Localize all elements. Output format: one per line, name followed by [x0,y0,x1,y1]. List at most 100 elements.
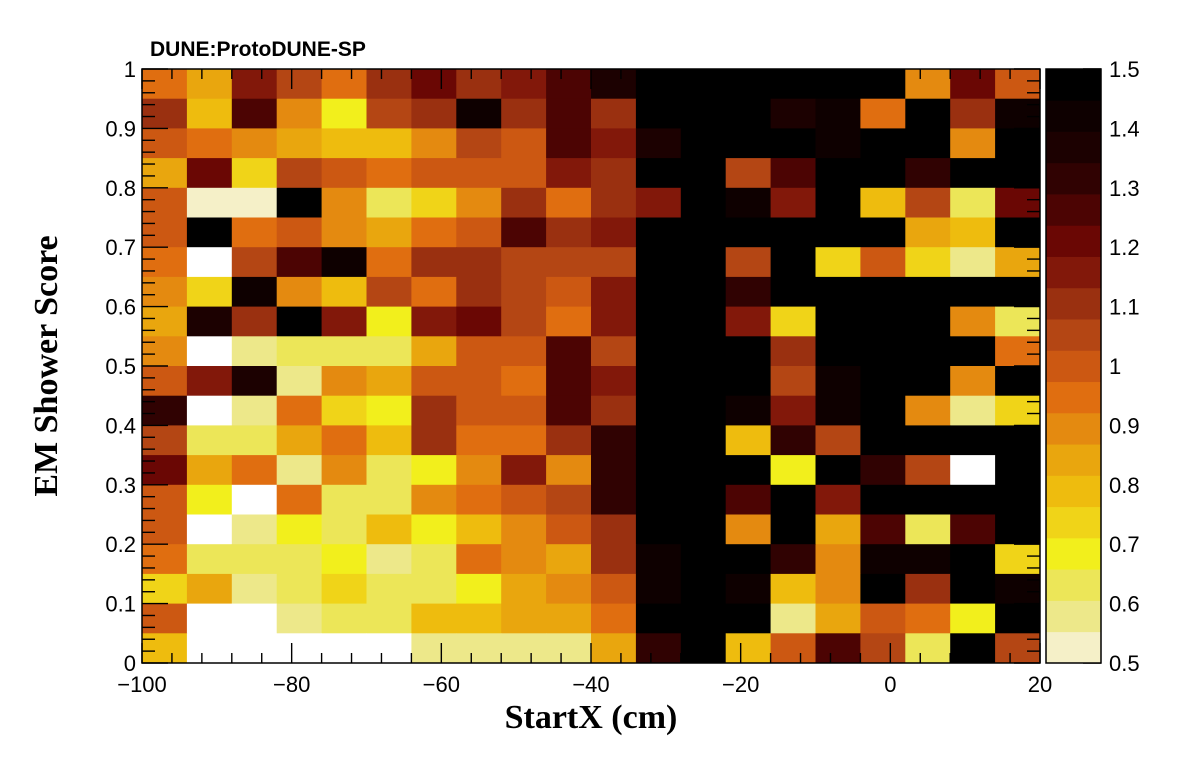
heatmap-cell [770,158,816,189]
heatmap-cell [456,573,502,604]
heatmap-cell [411,158,457,189]
heatmap-cell [456,276,502,307]
heatmap-cell [276,217,322,248]
heatmap-cell [725,425,771,456]
heatmap-cell [635,247,682,278]
heatmap-cell [276,336,322,367]
heatmap-cell [591,217,637,248]
heatmap-cell [321,603,367,634]
heatmap-cell [546,395,592,426]
heatmap-cell [456,484,502,515]
heatmap-cell [950,187,996,218]
heatmap-cell [860,544,906,575]
heatmap-cell [995,158,1041,189]
heatmap-cell [950,98,996,129]
y-tick-labels: 0 0.1 0.2 0.3 0.4 0.5 0.6 0.7 0.8 0.9 1 [105,57,136,676]
heatmap-cell [815,514,861,545]
heatmap-cell [770,217,816,248]
heatmap-cell [411,69,457,100]
heatmap-cell [411,425,457,456]
heatmap-cell [142,544,188,575]
heatmap-cell [231,366,278,397]
z-tick-labels: 0.5 0.6 0.7 0.8 0.9 1 1.1 1.2 1.3 1.4 1.5 [1109,57,1140,676]
heatmap-cell [231,306,278,337]
palette-swatch [1046,350,1101,383]
heatmap-cell [142,425,188,456]
heatmap-cell [905,514,951,545]
x-tick-label: −20 [722,672,759,697]
heatmap-cell [770,336,816,367]
heatmap-cell [680,603,727,634]
heatmap-cell [950,633,996,664]
z-tick-label: 1.2 [1109,235,1140,260]
heatmap-cell [950,69,996,100]
x-axis-title: StartX (cm) [505,699,678,736]
heatmap-cell [366,217,412,248]
y-tick-label: 0 [124,651,136,676]
heatmap-cell [142,603,188,634]
heatmap-cell [815,366,861,397]
heatmap-cell [142,455,188,486]
heatmap-cell [770,544,816,575]
heatmap-cell [995,128,1041,159]
heatmap-cell [591,158,637,189]
heatmap-cell [680,633,727,664]
heatmap-cell [905,395,951,426]
heatmap-cell [905,158,951,189]
heatmap-cell [635,98,682,129]
heatmap-cell [995,306,1041,337]
heatmap-cell [815,276,861,307]
heatmap-cell [276,306,322,337]
heatmap-cell [770,603,816,634]
heatmap-cell [142,573,188,604]
heatmap-cell [411,484,457,515]
y-axis-title: EM Shower Score [28,235,65,496]
heatmap-cell [456,306,502,337]
heatmap-cell [501,573,547,604]
heatmap-cell [950,276,996,307]
heatmap-cell [546,217,592,248]
y-tick-label: 0.9 [105,116,136,141]
heatmap-cell [905,544,951,575]
heatmap-cell [950,217,996,248]
heatmap-cell [591,514,637,545]
heatmap-cell [411,336,457,367]
heatmap-cell [591,128,637,159]
heatmap-cell [950,425,996,456]
heatmap-cell [411,514,457,545]
heatmap-cell [995,484,1041,515]
heatmap-cell [591,276,637,307]
heatmap-cell [860,573,906,604]
heatmap-cell [680,217,727,248]
heatmap-cell [276,276,322,307]
heatmap-cell [231,573,278,604]
palette-swatch [1046,412,1101,445]
heatmap-cell [231,336,278,367]
heatmap-cell [591,395,637,426]
palette-swatch [1046,506,1101,539]
heatmap-cell [411,217,457,248]
heatmap-cell [142,247,188,278]
heatmap-cell [725,603,771,634]
heatmap-cell [905,276,951,307]
heatmap-cell [905,69,951,100]
heatmap-cell [995,217,1041,248]
heatmap-cell [995,633,1041,664]
heatmap-cell [905,217,951,248]
heatmap-cell [635,366,682,397]
heatmap-cell [725,69,771,100]
heatmap-cell [142,98,188,129]
heatmap-cell [276,573,322,604]
heatmap-cell [456,633,502,664]
heatmap-cell [321,69,367,100]
heatmap-cell [456,366,502,397]
heatmap-cell [411,455,457,486]
palette-swatch [1046,537,1101,570]
heatmap-cell [950,247,996,278]
heatmap-cell [142,217,188,248]
heatmap-cell [860,455,906,486]
heatmap-cell [321,306,367,337]
heatmap-cell [905,306,951,337]
heatmap-cell [321,98,367,129]
